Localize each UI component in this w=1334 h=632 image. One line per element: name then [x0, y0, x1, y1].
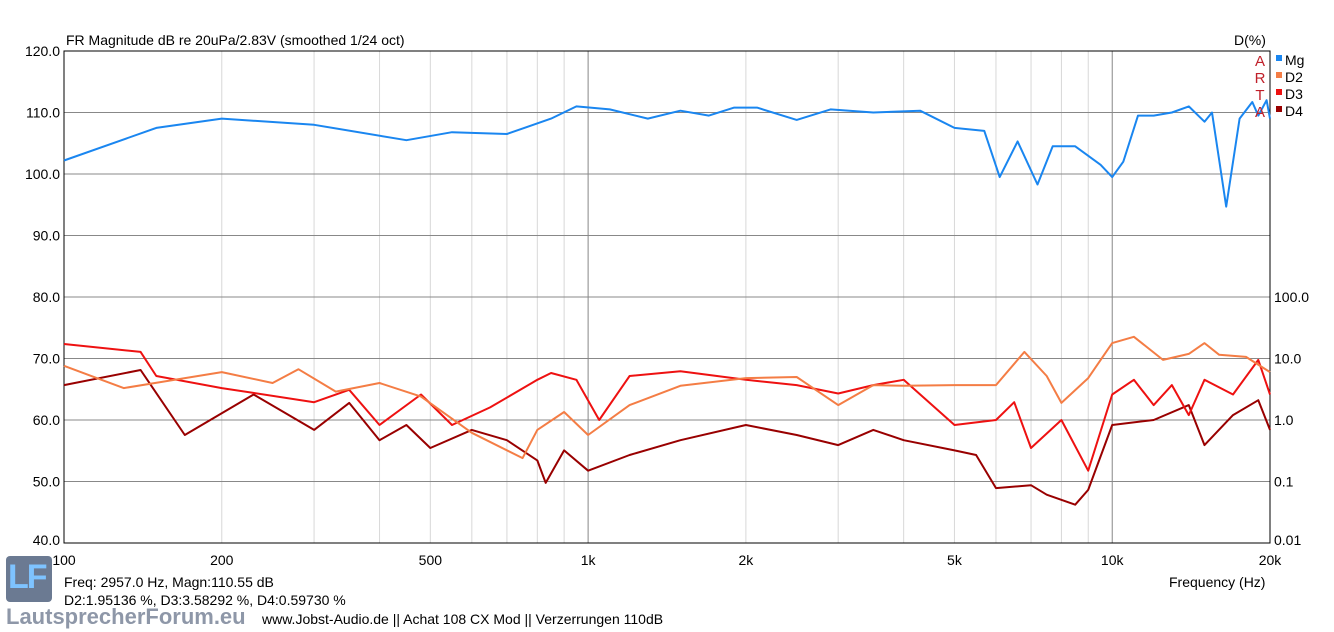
legend-label-d2: D2 [1285, 69, 1303, 85]
cursor-readout-freq: Freq: 2957.0 Hz, Magn:110.55 dB [64, 574, 274, 590]
x-axis-label: Frequency (Hz) [1169, 574, 1265, 590]
x-tick-label: 100 [52, 552, 76, 568]
y2-tick-label: 0.01 [1274, 532, 1301, 548]
legend-swatch-d3 [1276, 89, 1282, 95]
x-tick-label: 10k [1101, 552, 1125, 568]
legend-marker: R [1255, 70, 1266, 87]
y-tick-label: 110.0 [26, 105, 60, 121]
plot-frame [63, 50, 1271, 544]
x-tick-label: 20k [1259, 552, 1283, 568]
footer-caption: www.Jobst-Audio.de || Achat 108 CX Mod |… [262, 611, 664, 627]
x-tick-label: 500 [419, 552, 443, 568]
legend-label-d4: D4 [1285, 103, 1303, 119]
y-tick-label: 120.0 [25, 43, 60, 59]
legend-marker: T [1255, 87, 1264, 104]
right-axis-title: D(%) [1234, 32, 1266, 48]
series-d4-line [63, 369, 1271, 506]
x-tick-label: 1k [581, 552, 597, 568]
legend-label-d3: D3 [1285, 86, 1303, 102]
y2-tick-label: 0.1 [1274, 474, 1294, 490]
x-tick-label: 5k [947, 552, 963, 568]
chart-title: FR Magnitude dB re 20uPa/2.83V (smoothed… [66, 32, 405, 48]
legend-label-mg: Mg [1285, 52, 1304, 68]
series-d3-line [63, 343, 1271, 472]
y-tick-label: 90.0 [33, 228, 60, 244]
watermark-logo-text: LF [8, 558, 48, 596]
y2-tick-label: 100.0 [1274, 289, 1309, 305]
legend-swatch-d4 [1276, 106, 1282, 112]
y-tick-label: 100.0 [25, 166, 60, 182]
watermark-logo: LF [6, 556, 52, 602]
y-tick-label: 60.0 [33, 412, 60, 428]
watermark-site: LautsprecherForum.eu [6, 604, 246, 629]
cursor-readout-distortion: D2:1.95136 %, D3:3.58292 %, D4:0.59730 % [64, 592, 346, 608]
y-tick-label: 40.0 [33, 532, 60, 548]
x-tick-label: 2k [738, 552, 754, 568]
legend-swatch-d2 [1276, 72, 1282, 78]
x-tick-label: 200 [210, 552, 234, 568]
series-mg-line [63, 99, 1271, 208]
series-d2-line [63, 335, 1271, 460]
legend-swatch-mg [1276, 55, 1282, 61]
y-tick-label: 80.0 [33, 289, 60, 305]
y2-tick-label: 10.0 [1274, 351, 1301, 367]
legend-marker: A [1255, 53, 1265, 70]
y-tick-label: 70.0 [33, 351, 60, 367]
y-tick-label: 50.0 [33, 474, 60, 490]
legend-marker: A [1255, 104, 1265, 121]
y2-tick-label: 1.0 [1274, 412, 1294, 428]
